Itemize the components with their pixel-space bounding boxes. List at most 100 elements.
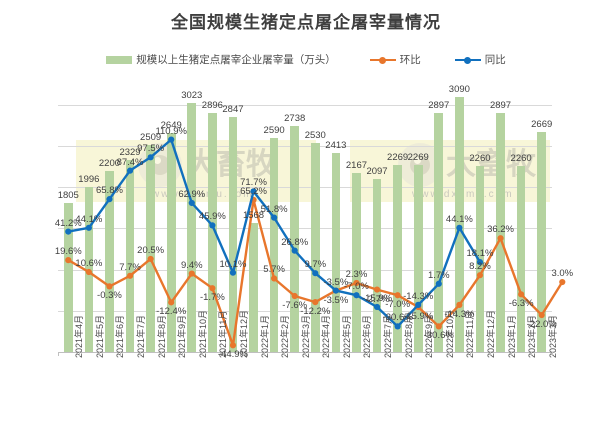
mom-point: [476, 272, 484, 279]
mom-point: [188, 270, 195, 277]
yoy-point: [106, 196, 113, 203]
yoy-point: [435, 280, 442, 287]
mom-value-label: -15.9%: [403, 310, 434, 322]
yoy-value-label: 87.4%: [116, 156, 144, 168]
legend-line-blue-icon: [454, 55, 481, 65]
mom-value-label: -30.6%: [423, 330, 454, 342]
gridline: [58, 310, 552, 312]
x-axis-tick: [284, 352, 286, 356]
chart-title: 全国规模生猪定点屠企屠宰量情况: [171, 13, 441, 32]
bar: [372, 179, 382, 352]
mom-value-label: 10.6%: [75, 258, 103, 269]
yoy-point: [476, 259, 484, 266]
x-axis-label: 2021年12月: [238, 309, 249, 358]
bar-value-label: 1568: [242, 209, 265, 221]
x-axis-tick: [181, 352, 183, 356]
yoy-point: [332, 287, 339, 294]
yoy-value-label: 9.7%: [304, 259, 327, 271]
bar-value-label: 2896: [201, 100, 223, 112]
mom-point: [168, 299, 175, 306]
x-axis-tick: [449, 352, 451, 356]
bar-value-label: 2530: [304, 130, 326, 142]
bar-value-label: 2269: [407, 151, 429, 163]
bar-value-label: 2269: [387, 151, 409, 163]
line-series: [65, 136, 566, 349]
gridline: [58, 228, 552, 230]
x-axis-tick: [305, 352, 306, 356]
bar: [146, 145, 155, 352]
x-axis-tick: [325, 352, 327, 356]
bar: [269, 138, 279, 352]
yoy-point: [188, 199, 195, 207]
mom-point: [209, 285, 216, 292]
yoy-value-label: 44.1%: [445, 213, 473, 225]
yoy-point: [312, 270, 319, 277]
x-axis-tick: [531, 352, 533, 356]
x-axis-label: 2022年12月: [485, 309, 496, 358]
bar-value-label: 2260: [510, 152, 532, 164]
bar: [455, 97, 464, 352]
yoy-value-label: 65.8%: [95, 185, 123, 197]
mom-value-label: -7.0%: [385, 299, 411, 311]
bar-value-label: 2097: [366, 165, 388, 177]
mom-value-label: 36.2%: [487, 224, 514, 236]
yoy-point: [126, 167, 134, 174]
bar: [413, 164, 423, 352]
bar-value-label: 2897: [428, 99, 450, 111]
yoy-value-label: 62.9%: [178, 188, 206, 200]
mom-point: [85, 268, 92, 276]
x-axis-tick: [407, 352, 409, 356]
x-axis-tick: [119, 352, 121, 356]
legend-bar-swatch-icon: [106, 55, 133, 64]
mom-point: [456, 301, 463, 308]
bar-value-label: 2669: [531, 118, 553, 130]
bar: [105, 170, 114, 352]
mom-value-label: -7.6%: [282, 300, 308, 312]
mom-point: [126, 272, 134, 279]
gridline: [58, 269, 552, 271]
bar-value-label: 2413: [325, 139, 347, 151]
bar-value-label: 2738: [284, 113, 306, 125]
bar: [393, 164, 402, 352]
bar-value-label: 3023: [181, 89, 203, 101]
mom-value-label: -44.9%: [217, 349, 249, 361]
mom-point: [518, 291, 525, 298]
bar: [249, 222, 258, 352]
bar-value-label: 1805: [57, 190, 79, 202]
mom-value-label: 2.3%: [345, 268, 368, 280]
yoy-value-label: 71.7%: [240, 177, 267, 189]
legend-item-yoy[interactable]: 同比: [454, 52, 506, 67]
legend-item-slaughter-volume[interactable]: 规模以上生猪定点屠宰企业屠宰量（万头）: [106, 52, 336, 67]
mom-point: [106, 283, 113, 290]
yoy-value-label: 18.1%: [466, 248, 494, 260]
x-axis-tick: [366, 352, 368, 356]
bar: [475, 165, 485, 352]
mom-value-label: 8.2%: [469, 261, 491, 273]
x-axis-tick: [387, 352, 389, 356]
bar: [537, 131, 547, 352]
yoy-value-label: -15.9%: [361, 292, 393, 304]
plot-area: 大畜牧www.dxumu.com大畜牧www.dxumu.com 1805199…: [55, 84, 573, 360]
bar-value-label: 2590: [263, 125, 285, 137]
yoy-value-label: 51.8%: [260, 203, 288, 215]
mom-value-label: -22.0%: [526, 319, 557, 331]
bar-value-label: 2200: [98, 157, 121, 169]
yoy-value-label: 10.1%: [219, 258, 247, 270]
bar: [208, 113, 217, 352]
mom-point: [229, 342, 237, 349]
yoy-value-label: 97.5%: [137, 143, 165, 155]
x-axis-tick: [263, 352, 265, 356]
yoy-point: [209, 222, 216, 229]
legend-item-mom[interactable]: 环比: [369, 52, 421, 67]
yoy-point: [353, 292, 360, 299]
yoy-point: [147, 154, 154, 161]
x-axis-label: 2022年10月: [444, 309, 455, 358]
mom-point: [559, 278, 566, 286]
watermark-url-text: www.dxumu.com: [152, 189, 254, 200]
mom-value-label: -12.4%: [156, 306, 187, 318]
x-axis-tick: [58, 352, 59, 356]
mom-value-label: 7.7%: [119, 261, 141, 273]
yoy-value-label: -3.5%: [323, 276, 349, 288]
mom-point: [271, 275, 278, 282]
yoy-point: [250, 188, 257, 195]
